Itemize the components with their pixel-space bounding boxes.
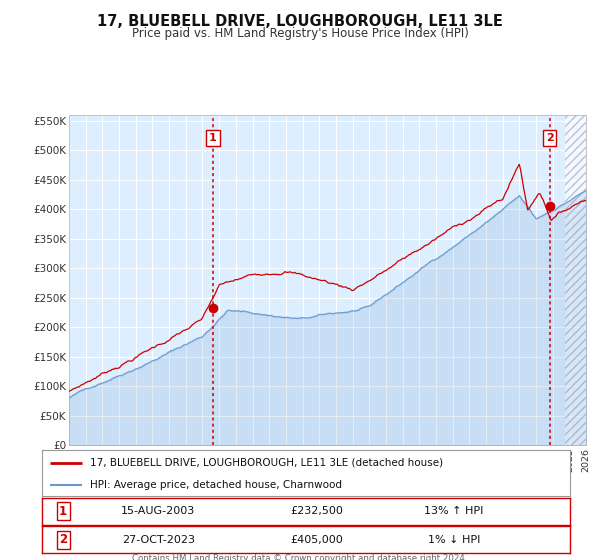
Text: Contains HM Land Registry data © Crown copyright and database right 2024.: Contains HM Land Registry data © Crown c… <box>132 554 468 560</box>
Text: 15-AUG-2003: 15-AUG-2003 <box>121 506 195 516</box>
Text: 13% ↑ HPI: 13% ↑ HPI <box>424 506 484 516</box>
Text: Price paid vs. HM Land Registry's House Price Index (HPI): Price paid vs. HM Land Registry's House … <box>131 27 469 40</box>
Text: 1: 1 <box>59 505 67 518</box>
Text: HPI: Average price, detached house, Charnwood: HPI: Average price, detached house, Char… <box>89 480 341 491</box>
Text: 1: 1 <box>209 133 217 143</box>
Bar <box>565 115 586 445</box>
Text: 17, BLUEBELL DRIVE, LOUGHBOROUGH, LE11 3LE: 17, BLUEBELL DRIVE, LOUGHBOROUGH, LE11 3… <box>97 14 503 29</box>
Text: £405,000: £405,000 <box>290 535 343 545</box>
Text: 2: 2 <box>546 133 554 143</box>
Text: 27-OCT-2023: 27-OCT-2023 <box>122 535 194 545</box>
Text: 1% ↓ HPI: 1% ↓ HPI <box>428 535 480 545</box>
Text: 2: 2 <box>59 533 67 547</box>
Text: 17, BLUEBELL DRIVE, LOUGHBOROUGH, LE11 3LE (detached house): 17, BLUEBELL DRIVE, LOUGHBOROUGH, LE11 3… <box>89 458 443 468</box>
Text: £232,500: £232,500 <box>290 506 343 516</box>
